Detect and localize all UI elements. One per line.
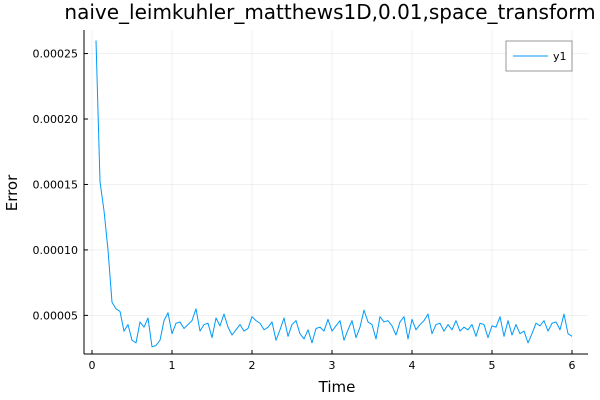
series-line-y1 [95, 40, 573, 348]
x-tick-label: 6 [569, 359, 576, 372]
chart-title: naive_leimkuhler_matthews1D,0.01,space_t… [64, 0, 595, 24]
y-tick-label: 0.00005 [33, 309, 79, 322]
legend-label-y1: y1 [553, 50, 567, 63]
x-tick-label: 4 [409, 359, 416, 372]
y-axis-label: Error [3, 174, 21, 211]
x-tick-label: 2 [249, 359, 256, 372]
series-layer [95, 40, 573, 348]
axes [83, 30, 588, 355]
y-tick-label: 0.00025 [33, 48, 79, 61]
y-ticks: 0.00005 0.00010 0.00015 0.00020 0.00025 [33, 48, 88, 322]
legend: y1 [505, 40, 573, 72]
y-tick-label: 0.00010 [33, 244, 79, 257]
x-tick-label: 3 [329, 359, 336, 372]
grid [84, 30, 588, 354]
x-tick-label: 1 [169, 359, 176, 372]
x-ticks: 0 1 2 3 4 5 6 [89, 350, 576, 372]
y-tick-label: 0.00015 [33, 178, 79, 191]
y-tick-label: 0.00020 [33, 113, 79, 126]
x-tick-label: 5 [489, 359, 496, 372]
x-axis-label: Time [318, 378, 356, 396]
x-tick-label: 0 [89, 359, 96, 372]
